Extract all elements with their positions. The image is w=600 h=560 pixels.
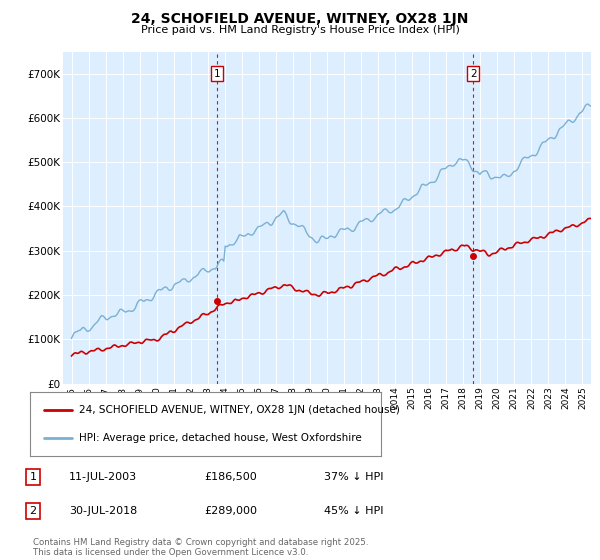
Text: 1: 1	[214, 69, 220, 78]
Text: Price paid vs. HM Land Registry's House Price Index (HPI): Price paid vs. HM Land Registry's House …	[140, 25, 460, 35]
Text: 24, SCHOFIELD AVENUE, WITNEY, OX28 1JN: 24, SCHOFIELD AVENUE, WITNEY, OX28 1JN	[131, 12, 469, 26]
Text: 1: 1	[29, 472, 37, 482]
Text: Contains HM Land Registry data © Crown copyright and database right 2025.
This d: Contains HM Land Registry data © Crown c…	[33, 538, 368, 557]
Text: £186,500: £186,500	[204, 472, 257, 482]
Text: 2: 2	[470, 69, 476, 78]
Text: 11-JUL-2003: 11-JUL-2003	[69, 472, 137, 482]
Text: HPI: Average price, detached house, West Oxfordshire: HPI: Average price, detached house, West…	[79, 433, 362, 444]
Text: 2: 2	[29, 506, 37, 516]
Text: 37% ↓ HPI: 37% ↓ HPI	[324, 472, 383, 482]
Text: 24, SCHOFIELD AVENUE, WITNEY, OX28 1JN (detached house): 24, SCHOFIELD AVENUE, WITNEY, OX28 1JN (…	[79, 405, 400, 415]
Text: 30-JUL-2018: 30-JUL-2018	[69, 506, 137, 516]
Text: 45% ↓ HPI: 45% ↓ HPI	[324, 506, 383, 516]
Text: £289,000: £289,000	[204, 506, 257, 516]
